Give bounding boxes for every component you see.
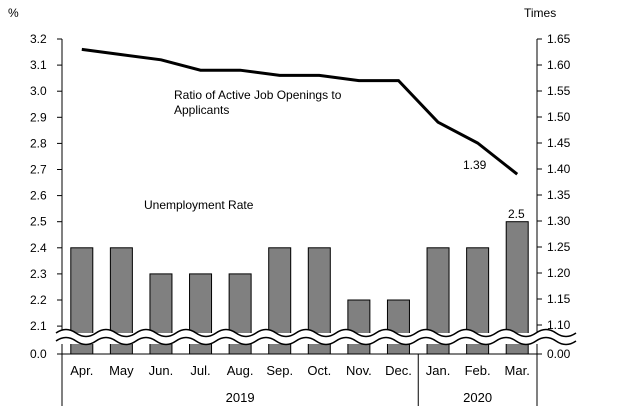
right-axis-ticks: 0.00 1.10 1.15 1.20 1.25 1.30 1.35 1.40 1.45 1.50… xyxy=(537,32,571,361)
right-tick-label: 1.35 xyxy=(547,188,571,202)
left-tick-label: 2.1 xyxy=(30,319,47,333)
right-tick-label: 1.25 xyxy=(547,240,571,254)
ratio-line xyxy=(81,47,519,176)
last-bar-value-label: 2.5 xyxy=(508,207,525,221)
right-tick-label: 1.30 xyxy=(547,214,571,228)
right-tick-label: 1.55 xyxy=(547,84,571,98)
category-label: Mar. xyxy=(505,363,530,378)
left-tick-label: 2.9 xyxy=(30,110,47,124)
category-label: Oct. xyxy=(307,363,331,378)
right-tick-label: 1.10 xyxy=(547,318,571,332)
right-tick-label: 1.45 xyxy=(547,136,571,150)
left-axis-ticks: 0.0 2.1 2.2 2.3 2.4 2.5 2.6 2.7 2.8 2.9 3.0 3.1 3.2 xyxy=(30,32,62,361)
bar-series xyxy=(70,221,529,355)
line-series-label-1: Ratio of Active Job Openings to xyxy=(174,88,342,102)
year-label: 2019 xyxy=(226,390,255,405)
left-tick-label: 0.0 xyxy=(30,347,47,361)
category-label: Apr. xyxy=(70,363,93,378)
left-tick-label: 2.5 xyxy=(30,215,47,229)
right-tick-label: 1.50 xyxy=(547,110,571,124)
year-label: 2020 xyxy=(463,390,492,405)
left-tick-label: 3.1 xyxy=(30,58,47,72)
right-tick-label: 1.15 xyxy=(547,292,571,306)
category-label: Dec. xyxy=(385,363,412,378)
right-tick-label: 1.60 xyxy=(547,58,571,72)
right-tick-label: 0.00 xyxy=(547,347,571,361)
right-tick-label: 1.20 xyxy=(547,266,571,280)
left-tick-label: 2.2 xyxy=(30,293,47,307)
left-tick-label: 2.3 xyxy=(30,267,47,281)
line-series xyxy=(81,47,519,176)
left-tick-label: 2.7 xyxy=(30,163,47,177)
bar-nov xyxy=(347,299,371,355)
line-series-label-2: Applicants xyxy=(174,103,229,117)
right-axis-unit: Times xyxy=(524,6,556,20)
left-tick-label: 2.6 xyxy=(30,189,47,203)
left-tick-label: 3.0 xyxy=(30,84,47,98)
bar-dec xyxy=(386,299,410,355)
category-label: Feb. xyxy=(465,363,491,378)
right-tick-label: 1.40 xyxy=(547,162,571,176)
right-tick-label: 1.65 xyxy=(547,32,571,46)
category-label: Jul. xyxy=(190,363,210,378)
left-axis-unit: % xyxy=(8,6,19,20)
category-label: Jan. xyxy=(426,363,451,378)
axis-break xyxy=(55,328,583,346)
category-label: Sep. xyxy=(266,363,293,378)
bar-series-label: Unemployment Rate xyxy=(144,198,254,212)
category-label: May xyxy=(109,363,134,378)
last-line-value-label: 1.39 xyxy=(463,158,487,172)
left-tick-label: 2.8 xyxy=(30,136,47,150)
axis-break-line-bottom xyxy=(55,336,577,346)
category-label: Aug. xyxy=(227,363,254,378)
axis-break-line-top xyxy=(55,328,577,338)
category-label: Nov. xyxy=(346,363,372,378)
left-tick-label: 3.2 xyxy=(30,32,47,46)
left-tick-label: 2.4 xyxy=(30,241,47,255)
x-axis: Apr. May Jun. Jul. Aug. Sep. Oct. Nov. Dec. Jan. F… xyxy=(61,353,538,406)
category-label: Jun. xyxy=(149,363,174,378)
